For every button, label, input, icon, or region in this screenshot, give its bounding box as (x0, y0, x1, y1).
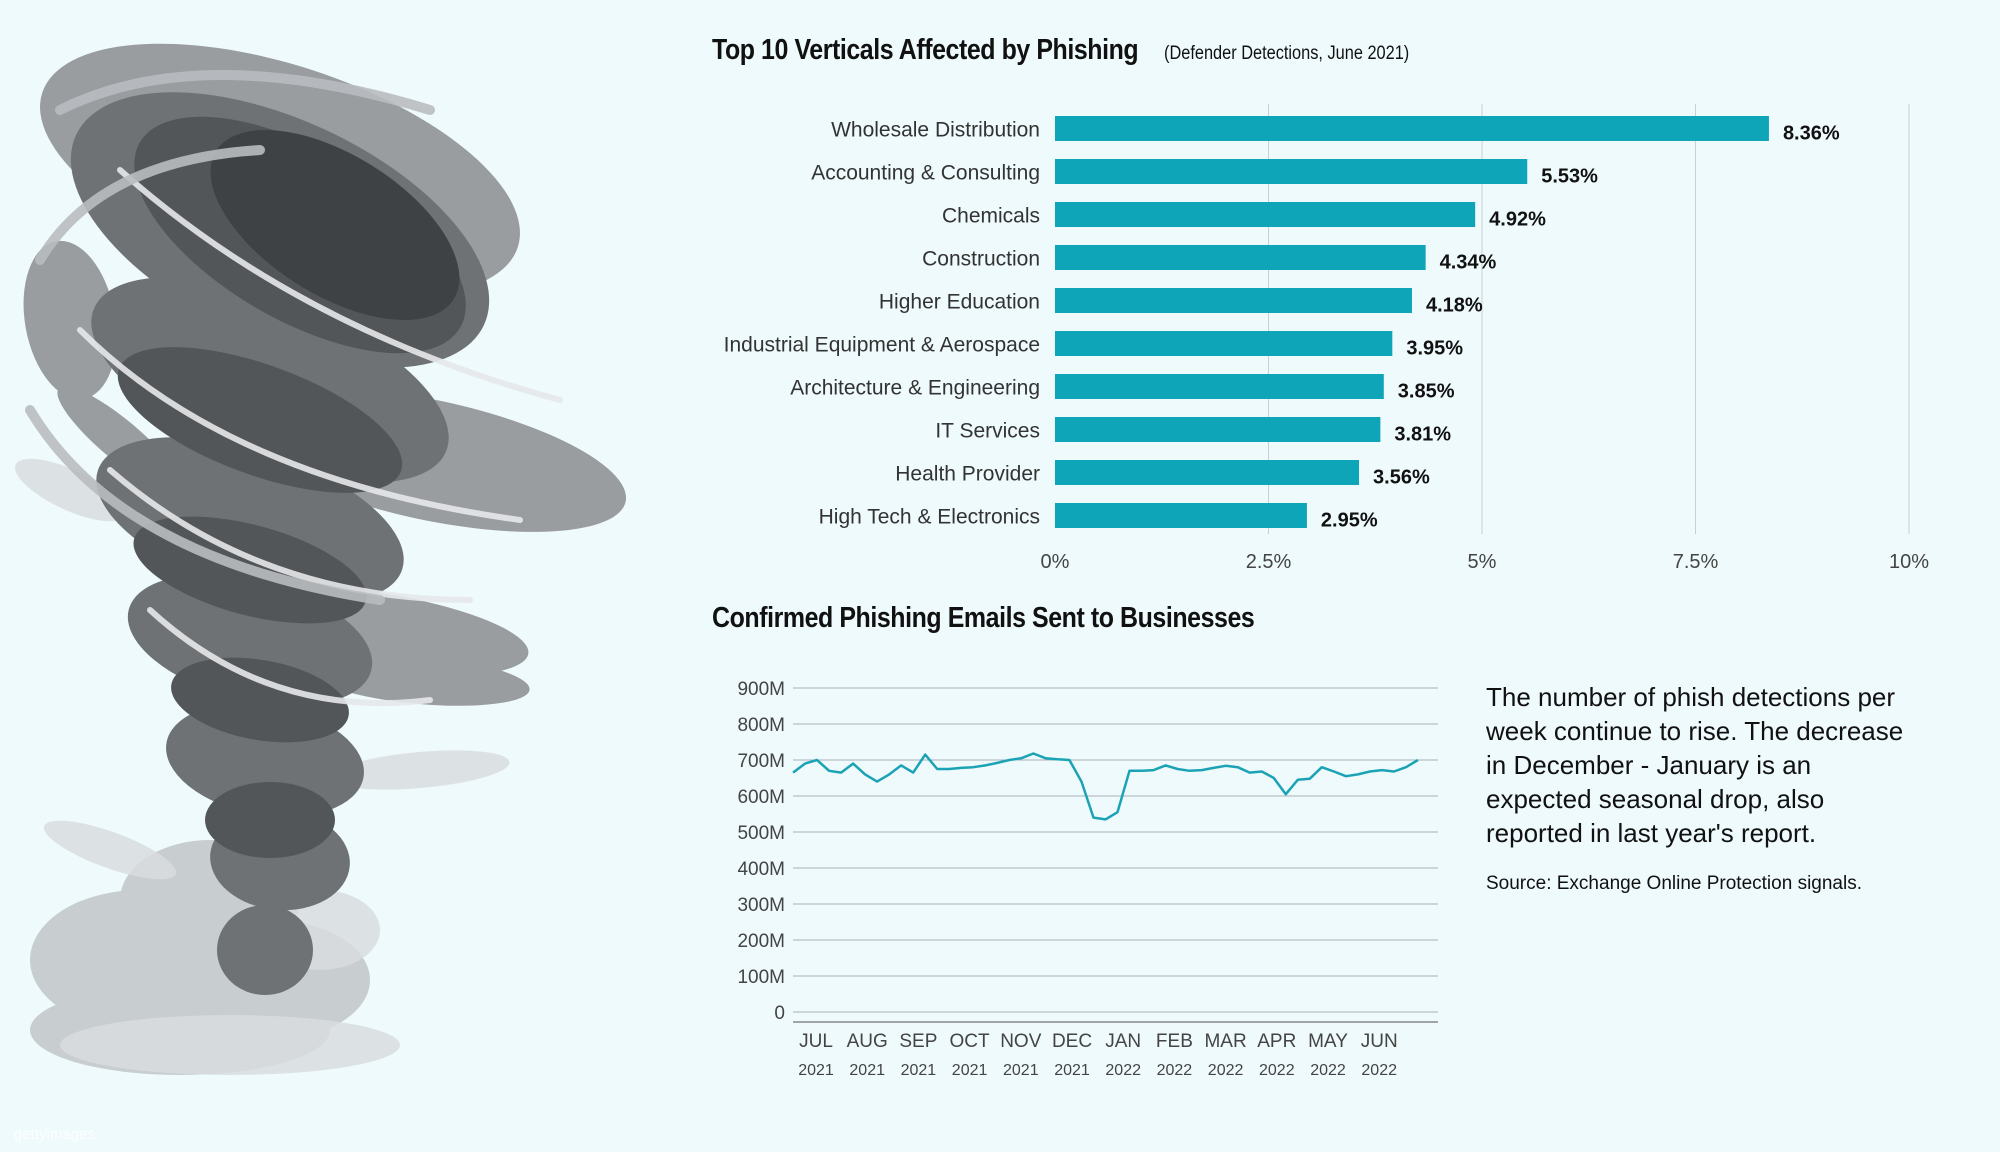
bar (1055, 288, 1412, 313)
bar-value-label: 3.81% (1394, 424, 1451, 446)
bar (1055, 374, 1384, 399)
bar-x-tick-label: 2.5% (1246, 551, 1292, 568)
bar-chart: Wholesale Distribution 8.36% Accounting & … (724, 104, 1929, 568)
line-y-tick-label: 600M (737, 787, 785, 808)
line-chart-title: Confirmed Phishing Emails Sent to Busine… (712, 602, 1255, 634)
bar (1055, 417, 1381, 442)
bar (1055, 460, 1360, 485)
line-x-month-label: FEB (1156, 1031, 1193, 1052)
bar (1055, 245, 1426, 270)
bar-category-label: Accounting & Consulting (811, 162, 1040, 185)
line-x-year-label: 2022 (1105, 1062, 1141, 1079)
bar-value-label: 5.53% (1541, 166, 1598, 188)
source-note: Source: Exchange Online Protection signa… (1486, 873, 1862, 894)
line-x-month-label: MAY (1308, 1031, 1348, 1052)
chart-note-text: The number of phish detections per week … (1486, 682, 1904, 848)
bar-chart-subtitle: (Defender Detections, June 2021) (1163, 43, 1409, 64)
bar-category-label: Wholesale Distribution (831, 119, 1040, 142)
line-x-month-label: DEC (1052, 1031, 1092, 1052)
line-y-tick-label: 700M (737, 751, 785, 772)
line-x-year-label: 2022 (1208, 1062, 1244, 1079)
bar-chart-title: Top 10 Verticals Affected by Phishing (712, 34, 1139, 66)
bar-category-label: Architecture & Engineering (790, 377, 1040, 400)
bar-value-label: 3.56% (1373, 467, 1430, 489)
bar-value-label: 4.92% (1489, 209, 1546, 231)
bar-chart-title-row: Top 10 Verticals Affected by Phishing (De… (712, 34, 1449, 67)
line-x-month-label: JUN (1361, 1031, 1398, 1052)
bar-category-label: Construction (922, 248, 1040, 271)
line-x-year-label: 2021 (1003, 1062, 1039, 1079)
line-x-year-label: 2021 (849, 1062, 885, 1079)
line-x-month-label: SEP (899, 1031, 937, 1052)
line-x-year-label: 2022 (1361, 1062, 1397, 1079)
line-y-tick-label: 300M (737, 895, 785, 916)
line-x-year-label: 2021 (1054, 1062, 1090, 1079)
bar (1055, 503, 1307, 528)
line-y-tick-label: 400M (737, 859, 785, 880)
line-x-month-label: MAR (1204, 1031, 1246, 1052)
line-x-month-label: JUL (799, 1031, 833, 1052)
line-x-month-label: APR (1257, 1031, 1296, 1052)
line-y-tick-label: 100M (737, 967, 785, 988)
line-y-tick-label: 0 (774, 1003, 785, 1024)
bar-value-label: 8.36% (1783, 123, 1840, 145)
watermark: gettyimages (14, 1126, 95, 1143)
line-x-year-label: 2022 (1310, 1062, 1346, 1079)
bar-value-label: 3.95% (1406, 338, 1463, 360)
bar-category-label: Higher Education (879, 291, 1040, 314)
line-x-year-label: 2022 (1259, 1062, 1295, 1079)
line-x-year-label: 2021 (952, 1062, 988, 1079)
line-x-month-label: OCT (950, 1031, 991, 1052)
bar-category-label: Health Provider (895, 463, 1040, 486)
tornado-illustration (14, 43, 627, 1075)
line-y-tick-label: 800M (737, 715, 785, 736)
line-series-path (792, 752, 1419, 821)
line-x-month-label: AUG (847, 1031, 888, 1052)
bar-x-tick-label: 0% (1041, 551, 1070, 568)
bar (1055, 159, 1528, 184)
line-x-month-label: NOV (1000, 1031, 1042, 1052)
bar (1055, 116, 1769, 141)
line-x-year-label: 2022 (1157, 1062, 1193, 1079)
bar-x-tick-label: 10% (1889, 551, 1929, 568)
bar (1055, 331, 1393, 356)
line-chart-title-row: Confirmed Phishing Emails Sent to Busine… (712, 602, 1343, 635)
bar-value-label: 4.34% (1440, 252, 1497, 274)
bar-category-label: High Tech & Electronics (819, 506, 1040, 529)
bar-category-label: Industrial Equipment & Aerospace (724, 334, 1040, 357)
line-y-tick-label: 500M (737, 823, 785, 844)
bar-value-label: 3.85% (1398, 381, 1455, 403)
chart-note: The number of phish detections per week … (1486, 680, 1906, 850)
bar-x-tick-label: 5% (1468, 551, 1497, 568)
line-chart: 0 100M 200M 300M 400M 500M 600M 700M 800M 900M JUL… (737, 679, 1438, 1079)
line-y-tick-label: 900M (737, 679, 785, 700)
bar-value-label: 2.95% (1321, 510, 1378, 532)
line-x-year-label: 2021 (798, 1062, 834, 1079)
line-x-year-label: 2021 (901, 1062, 937, 1079)
bar-category-label: IT Services (935, 420, 1040, 443)
bar-value-label: 4.18% (1426, 295, 1483, 317)
bar (1055, 202, 1476, 227)
bar-category-label: Chemicals (942, 205, 1040, 228)
bar-x-tick-label: 7.5% (1673, 551, 1719, 568)
line-x-month-label: JAN (1105, 1031, 1141, 1052)
line-y-tick-label: 200M (737, 931, 785, 952)
